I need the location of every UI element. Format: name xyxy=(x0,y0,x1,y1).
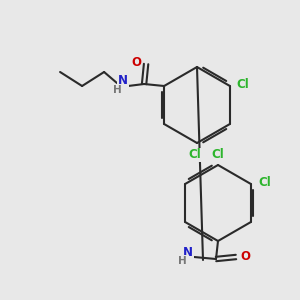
Text: Cl: Cl xyxy=(189,148,201,161)
Text: H: H xyxy=(113,85,122,95)
Text: Cl: Cl xyxy=(236,77,249,91)
Text: Cl: Cl xyxy=(259,176,271,190)
Text: Cl: Cl xyxy=(212,148,224,160)
Text: N: N xyxy=(183,245,193,259)
Text: O: O xyxy=(131,56,141,68)
Text: N: N xyxy=(118,74,128,88)
Text: H: H xyxy=(178,256,186,266)
Text: O: O xyxy=(240,250,250,263)
